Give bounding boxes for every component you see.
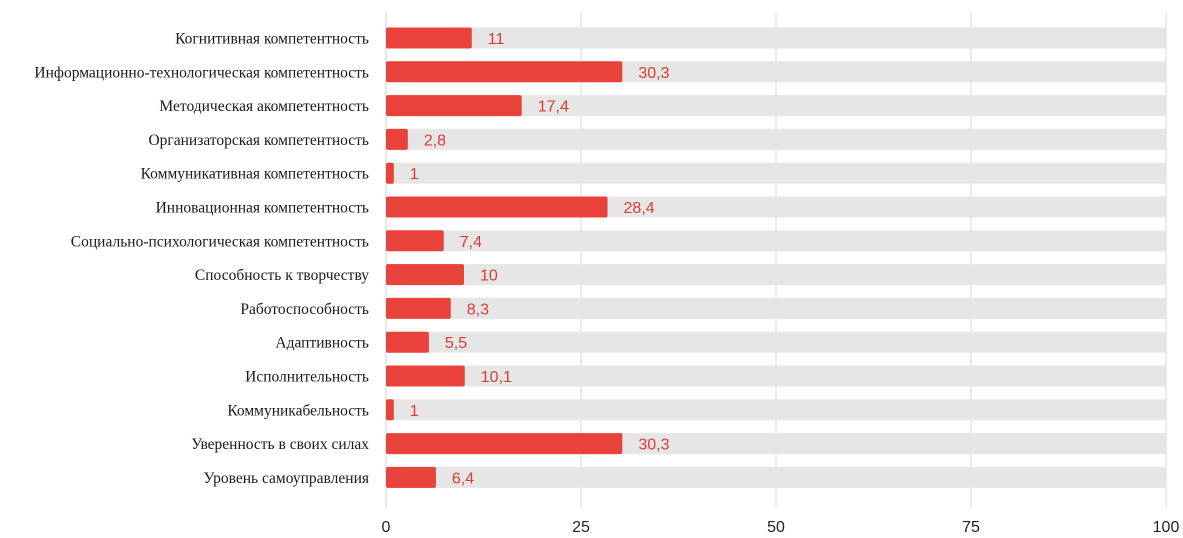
grid-lines	[385, 12, 1167, 508]
category-label: Адаптивность	[275, 335, 369, 352]
category-label: Способность к творчеству	[195, 267, 369, 284]
category-label: Уровень самоуправления	[204, 470, 370, 487]
bar-track	[386, 128, 1166, 150]
category-label: Когнитивная компетентность	[175, 31, 369, 48]
bar-track	[386, 297, 1166, 319]
category-label: Методическая акомпетентность	[159, 98, 369, 115]
bar	[386, 433, 623, 455]
bar-track	[386, 264, 1166, 286]
value-label: 7,4	[460, 234, 482, 251]
value-label: 30,3	[638, 65, 669, 82]
bar	[386, 264, 464, 286]
bar	[386, 331, 429, 353]
category-label: Уверенность в своих силах	[191, 436, 369, 453]
bar	[386, 95, 522, 117]
x-tick-label: 75	[962, 519, 980, 536]
x-tick-label: 25	[572, 519, 590, 536]
bar-track	[386, 466, 1166, 488]
value-label: 2,8	[424, 132, 446, 149]
bar	[386, 128, 408, 150]
bar	[386, 297, 451, 319]
value-label: 10	[480, 268, 498, 285]
bar	[386, 61, 623, 83]
value-labels: 11 30,3 17,4 2,8 1 28,4 7,4 10 8,35,5 10,1 1 30,3 6,…	[410, 31, 670, 487]
bar-track	[386, 230, 1166, 252]
bar	[386, 399, 394, 421]
category-label: Исполнительность	[245, 369, 369, 386]
bar	[386, 196, 608, 218]
bar	[386, 230, 444, 252]
bar	[386, 466, 436, 488]
value-label: 6,4	[452, 470, 474, 487]
value-label: 11	[488, 31, 505, 48]
category-label: Работоспособность	[240, 301, 369, 318]
value-label: 1	[410, 166, 419, 183]
bar	[386, 162, 394, 184]
category-labels: Когнитивная компетентность Информационно-…	[34, 31, 369, 487]
x-tick-label: 50	[767, 519, 785, 536]
bar-track	[386, 331, 1166, 353]
category-label: Коммуникативная компетентность	[141, 166, 369, 183]
x-axis-tick-labels: 0 25 50 75 100	[382, 519, 1180, 536]
x-tick-label: 100	[1153, 519, 1180, 536]
category-label: Инновационная компетентность	[156, 200, 369, 217]
x-tick-label: 0	[382, 519, 391, 536]
category-label: Информационно-технологическая компетентн…	[34, 64, 369, 81]
bar-track	[386, 27, 1166, 49]
value-label: 5,5	[445, 335, 467, 352]
value-label: 28,4	[624, 200, 655, 217]
bar-track	[386, 399, 1166, 421]
category-label: Коммуникабельность	[227, 402, 369, 419]
bar-track	[386, 365, 1166, 387]
category-label: Организаторская компетентность	[148, 132, 369, 149]
category-label: Социально-психологическая компетентность	[71, 233, 369, 250]
bar	[386, 365, 465, 387]
value-label: 8,3	[467, 301, 489, 318]
bar-track	[386, 95, 1166, 117]
bars	[386, 27, 623, 488]
value-label: 1	[410, 403, 419, 420]
bar	[386, 27, 472, 49]
value-label: 17,4	[538, 99, 569, 116]
bar-track	[386, 162, 1166, 184]
value-label: 10,1	[481, 369, 512, 386]
value-label: 30,3	[638, 437, 669, 454]
